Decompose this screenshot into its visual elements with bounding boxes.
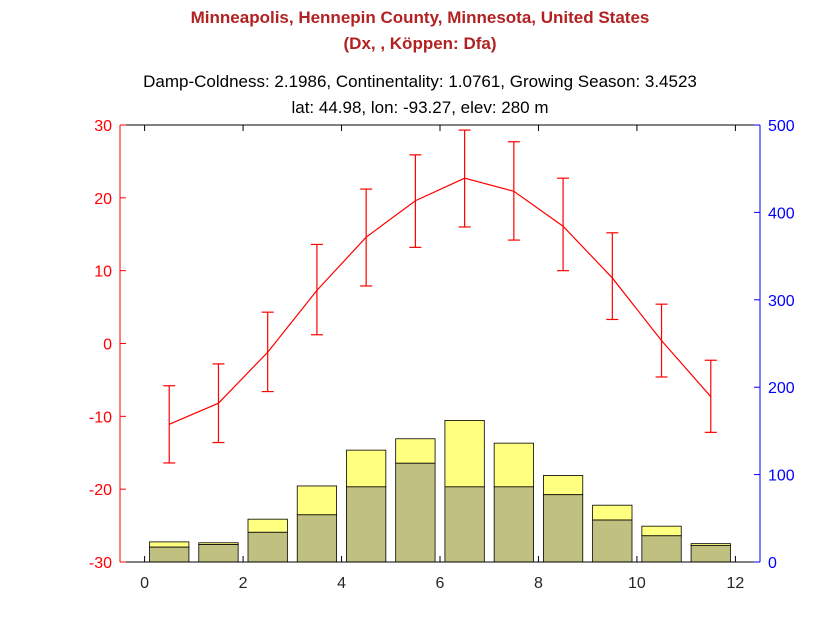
right-tick-label: 500 [768,118,795,135]
left-tick-label: 10 [94,264,112,281]
precip-bar-upper [592,504,633,521]
x-tick-label: 2 [239,575,248,592]
precip-bar-overlap [346,486,387,563]
x-tick-label: 4 [337,575,346,592]
x-tick-label: 0 [140,575,149,592]
precip-bar-upper [346,449,387,488]
precip-bar-upper [395,438,436,464]
precip-bar-overlap [395,462,436,563]
precip-bar-overlap [592,519,633,563]
precip-bar-overlap [198,544,239,563]
x-tick-label: 10 [628,575,646,592]
precip-bar-overlap [690,544,731,563]
left-tick-label: -20 [89,482,112,499]
precip-bar-upper [149,541,190,548]
precip-bar-upper [247,518,288,533]
precip-bar-upper [296,485,338,516]
precip-bar-overlap [444,486,485,563]
x-tick-label: 8 [534,575,543,592]
precip-bar-overlap [542,494,584,563]
chart-subtitle-indices: Damp-Coldness: 2.1986, Continentality: 1… [143,72,697,91]
left-tick-label: -30 [89,555,112,572]
precip-bar-overlap [149,546,190,563]
precip-bar-upper [542,475,584,496]
x-tick-label: 6 [436,575,445,592]
right-tick-label: 0 [768,555,777,572]
right-tick-label: 300 [768,293,795,310]
precip-bar-overlap [247,531,288,563]
right-tick-label: 200 [768,380,795,397]
precip-bar-upper [444,420,485,488]
left-tick-label: 30 [94,118,112,135]
precip-bar-overlap [296,514,338,563]
x-tick-label: 12 [726,575,744,592]
precip-bar-overlap [641,535,682,563]
left-tick-label: 20 [94,191,112,208]
right-tick-label: 400 [768,205,795,222]
chart-title-koppen: (Dx, , Köppen: Dfa) [343,34,497,53]
temperature-line [168,177,712,425]
right-tick-label: 100 [768,468,795,485]
precip-bar-upper [641,525,682,537]
precip-bar-upper [493,442,534,488]
left-tick-label: -10 [89,409,112,426]
chart-subtitle-location: lat: 44.98, lon: -93.27, elev: 280 m [291,98,549,117]
precip-bar-overlap [493,486,534,563]
chart-title: Minneapolis, Hennepin County, Minnesota,… [190,8,650,27]
left-tick-label: 0 [103,337,112,354]
